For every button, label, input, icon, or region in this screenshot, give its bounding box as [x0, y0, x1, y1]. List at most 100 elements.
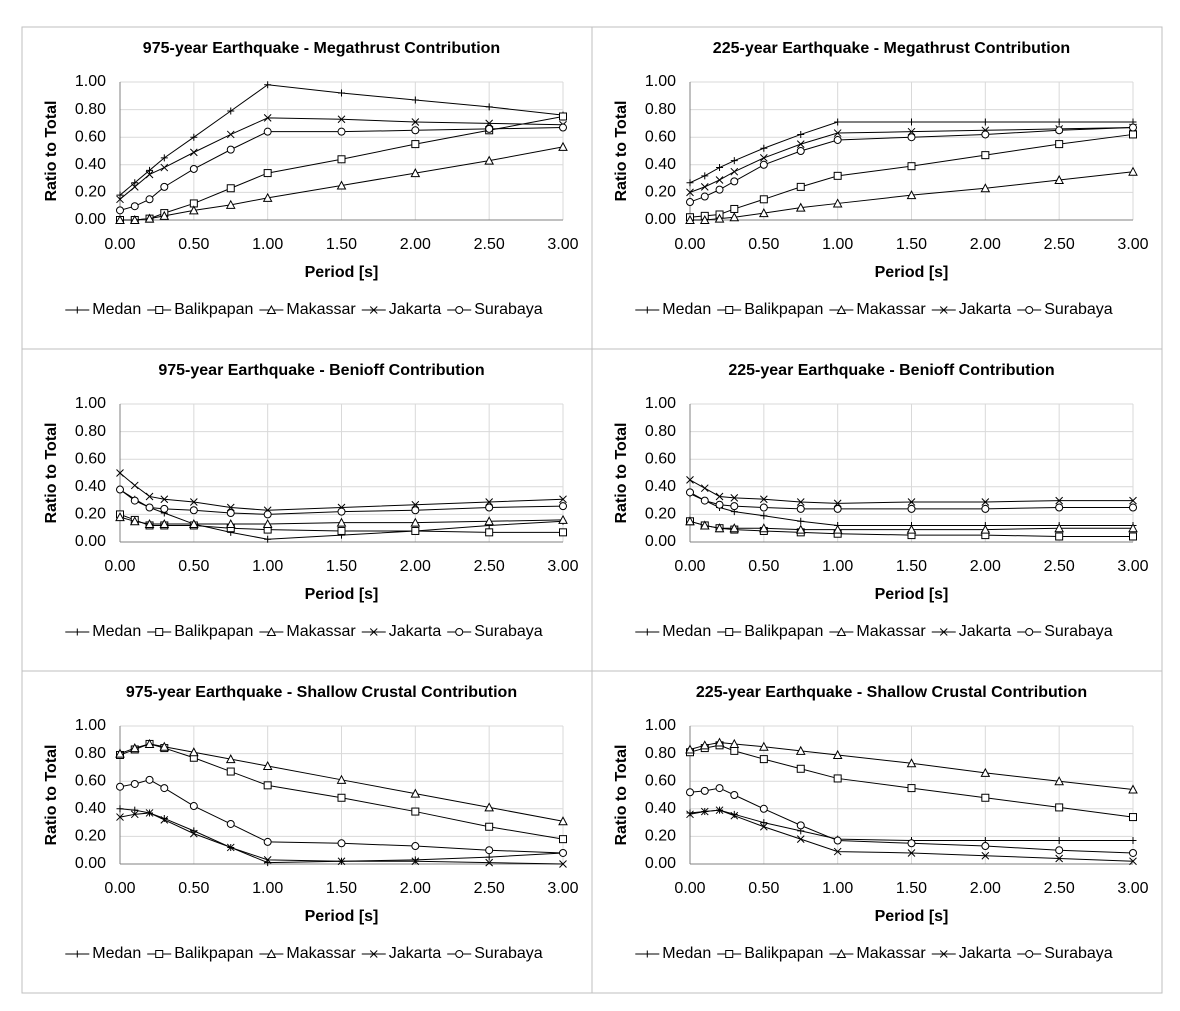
legend-label: Medan: [92, 945, 141, 962]
marker: [699, 740, 710, 750]
legend-label: Surabaya: [1044, 945, 1113, 962]
marker: [1055, 854, 1064, 863]
marker: [485, 124, 494, 133]
marker: [686, 198, 694, 207]
legend-label: Balikpapan: [744, 623, 823, 640]
marker: [700, 192, 709, 201]
marker: [116, 469, 124, 477]
marker: [833, 847, 842, 856]
y-tick-label: 0.80: [75, 101, 106, 118]
x-tick-label: 2.00: [970, 558, 1001, 575]
marker: [758, 741, 769, 751]
marker: [411, 96, 419, 104]
marker: [160, 163, 169, 172]
x-tick-label: 3.00: [547, 236, 578, 253]
marker: [686, 488, 694, 497]
x-tick-label: 1.00: [822, 880, 853, 897]
marker: [714, 523, 725, 533]
legend-label: Balikpapan: [744, 301, 823, 318]
marker: [939, 628, 948, 636]
y-tick-label: 1.00: [645, 717, 676, 734]
x-tick-label: 1.00: [822, 236, 853, 253]
marker: [263, 781, 272, 790]
marker: [73, 306, 81, 314]
y-tick-label: 0.60: [645, 772, 676, 789]
marker: [116, 191, 124, 199]
x-tick-label: 0.00: [674, 236, 705, 253]
marker: [225, 199, 236, 209]
marker: [797, 130, 805, 138]
marker: [1129, 837, 1137, 845]
y-tick-label: 1.00: [645, 395, 676, 412]
x-tick-label: 1.50: [896, 880, 927, 897]
marker: [906, 190, 917, 200]
marker: [980, 183, 991, 193]
legend-label: Makassar: [856, 945, 926, 962]
marker: [116, 206, 124, 215]
x-tick-label: 0.50: [178, 558, 209, 575]
y-tick-label: 0.40: [645, 800, 676, 817]
marker: [730, 157, 738, 165]
x-axis-title: Period [s]: [305, 586, 379, 603]
marker: [833, 171, 842, 180]
marker: [190, 133, 198, 141]
x-tick-label: 2.00: [970, 236, 1001, 253]
marker: [145, 492, 154, 501]
y-tick-label: 0.40: [75, 478, 106, 495]
y-tick-label: 0.40: [645, 478, 676, 495]
marker: [758, 523, 769, 533]
x-tick-label: 2.00: [400, 558, 431, 575]
marker: [337, 127, 346, 136]
marker: [796, 140, 805, 148]
chart-title: 975-year Earthquake - Benioff Contributi…: [158, 362, 484, 379]
y-tick-label: 0.80: [645, 423, 676, 440]
chart-panel: 975-year Earthquake - Benioff Contributi…: [21, 348, 593, 672]
marker: [1055, 837, 1063, 845]
marker: [796, 147, 805, 155]
marker: [263, 169, 272, 178]
marker: [337, 155, 346, 164]
marker: [558, 816, 568, 826]
marker: [714, 213, 725, 223]
marker: [725, 950, 734, 958]
x-axis-title: Period [s]: [875, 264, 949, 281]
marker: [758, 208, 769, 218]
marker: [729, 523, 740, 533]
marker: [115, 512, 125, 522]
marker: [725, 628, 734, 636]
marker: [130, 496, 139, 505]
marker: [146, 166, 154, 174]
marker: [686, 179, 694, 187]
marker: [411, 856, 419, 864]
marker: [159, 210, 170, 220]
x-tick-label: 3.00: [1117, 880, 1148, 897]
chart-panel: 225-year Earthquake - Shallow Crustal Co…: [591, 670, 1163, 994]
marker: [337, 857, 346, 866]
chart-title: 975-year Earthquake - Shallow Crustal Co…: [126, 684, 517, 701]
legend-label: Balikpapan: [174, 945, 253, 962]
marker: [796, 498, 805, 506]
y-tick-label: 0.40: [75, 156, 106, 173]
marker: [559, 502, 567, 511]
marker: [226, 767, 235, 776]
marker: [116, 195, 124, 204]
marker: [832, 198, 843, 208]
marker: [484, 516, 495, 526]
marker: [1055, 118, 1063, 126]
marker: [485, 846, 494, 855]
y-tick-label: 0.00: [75, 211, 106, 228]
marker: [796, 182, 805, 191]
marker: [226, 843, 235, 852]
marker: [455, 950, 464, 958]
legend-label: Jakarta: [389, 623, 442, 640]
marker: [686, 188, 694, 197]
legend: Medan Balikpapan Makassar Jakarta Surabaya: [65, 623, 543, 640]
marker: [188, 205, 199, 215]
marker: [980, 524, 991, 534]
x-tick-label: 0.00: [104, 880, 135, 897]
marker: [188, 747, 199, 757]
legend-label: Balikpapan: [174, 301, 253, 318]
chart-title: 975-year Earthquake - Megathrust Contrib…: [143, 40, 500, 57]
marker: [730, 167, 739, 176]
marker: [189, 802, 198, 811]
